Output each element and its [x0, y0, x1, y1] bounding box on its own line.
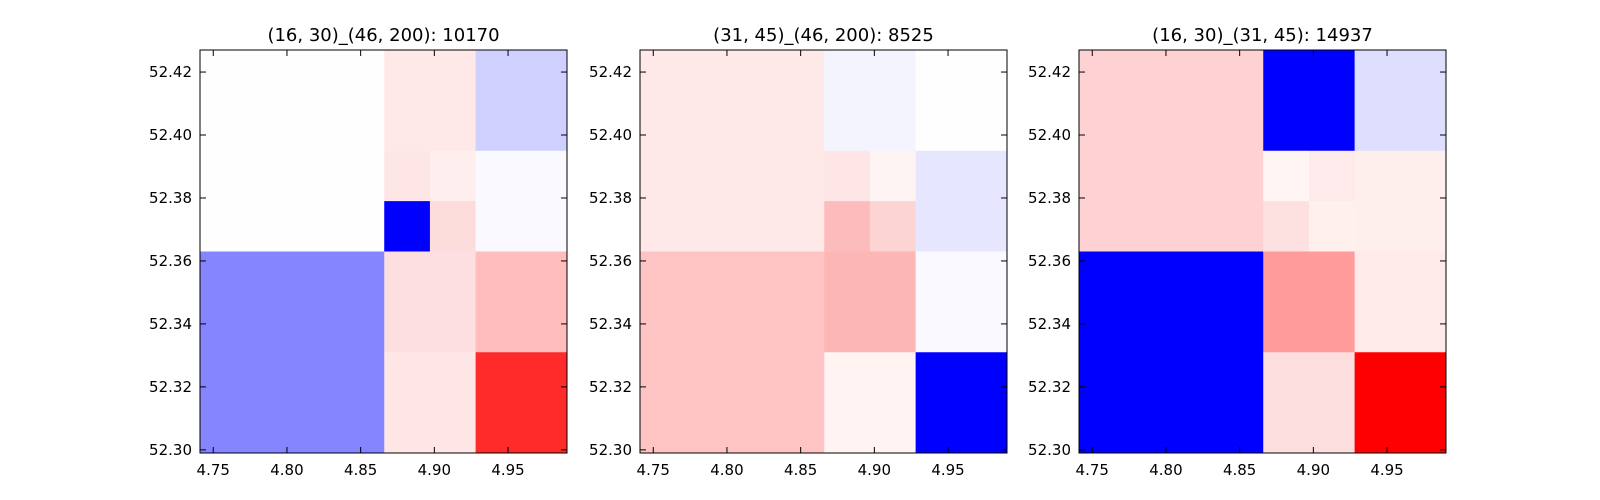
x-tick-label: 4.90	[418, 461, 451, 479]
y-tick-label: 52.36	[589, 252, 632, 270]
heatmap-cell	[824, 50, 917, 152]
x-tick-label: 4.95	[491, 461, 524, 479]
y-tick-label: 52.32	[1028, 378, 1071, 396]
heatmap-cell	[475, 50, 568, 152]
y-tick-label: 52.40	[1028, 126, 1071, 144]
y-tick-label: 52.34	[589, 315, 632, 333]
y-tick-label: 52.42	[589, 63, 632, 81]
plot-frame	[1078, 49, 1447, 454]
heatmap-cell	[1263, 251, 1356, 353]
heatmap-cell	[384, 150, 431, 202]
y-tick-label: 52.30	[149, 441, 192, 459]
chart-title: (31, 45)_(46, 200): 8525	[713, 25, 934, 46]
y-tick-label: 52.42	[149, 63, 192, 81]
heatmap-cell	[475, 352, 568, 454]
heatmap-cell	[475, 251, 568, 353]
heatmap-cell	[1263, 150, 1310, 202]
y-tick-label: 52.40	[589, 126, 632, 144]
heatmap-cell	[824, 251, 917, 353]
y-tick-label: 52.32	[589, 378, 632, 396]
y-tick-label: 52.42	[1028, 63, 1071, 81]
heatmap-cell	[824, 352, 917, 454]
chart-panel-3: 4.75 4.80 4.85 4.90 4.95 52.30 52.32 52.34 52.36…	[1028, 25, 1447, 479]
heatmap-cell	[915, 251, 1008, 353]
heatmap-cell	[1263, 352, 1356, 454]
y-tick-label: 52.30	[589, 441, 632, 459]
heatmap-cell	[915, 150, 1008, 252]
heatmap-cell	[384, 352, 477, 454]
plot-frame	[639, 49, 1008, 454]
x-tick-label: 4.90	[1297, 461, 1330, 479]
heatmap-cell	[1079, 50, 1264, 252]
x-tick-label: 4.90	[858, 461, 891, 479]
y-tick-label: 52.38	[1028, 189, 1071, 207]
heatmap-cell	[915, 352, 1008, 454]
plot-frame	[199, 49, 568, 454]
heatmap-cell	[200, 50, 385, 252]
x-tick-label: 4.80	[1149, 461, 1182, 479]
heatmap-cell	[1079, 251, 1264, 454]
x-tick-label: 4.85	[344, 461, 377, 479]
heatmap-cell	[915, 50, 1008, 152]
x-tick-label: 4.75	[1076, 461, 1109, 479]
y-tick-label: 52.34	[1028, 315, 1071, 333]
x-tick-label: 4.85	[1223, 461, 1256, 479]
heatmap-cell	[200, 251, 385, 454]
x-tick-label: 4.80	[270, 461, 303, 479]
heatmap-cell	[384, 201, 431, 252]
heatmap-cell	[429, 150, 477, 202]
x-tick-label: 4.75	[197, 461, 230, 479]
heatmap-cell	[1308, 150, 1356, 202]
heatmap-cell	[475, 150, 568, 252]
chart-panel-2: 4.75 4.80 4.85 4.90 4.95 52.30 52.32 52.34 52.36…	[589, 25, 1008, 479]
heatmap-cell	[1354, 50, 1447, 152]
y-tick-label: 52.34	[149, 315, 192, 333]
heatmap-cell	[1354, 352, 1447, 454]
y-tick-label: 52.32	[149, 378, 192, 396]
heatmap-cell	[1263, 50, 1356, 152]
heatmap-cell	[384, 50, 477, 152]
heatmap-cell	[1308, 201, 1356, 252]
x-tick-label: 4.95	[931, 461, 964, 479]
y-tick-label: 52.36	[1028, 252, 1071, 270]
heatmap-cell	[429, 201, 477, 252]
x-tick-label: 4.95	[1370, 461, 1403, 479]
x-tick-label: 4.80	[710, 461, 743, 479]
chart-title: (16, 30)_(31, 45): 14937	[1152, 25, 1373, 46]
heatmap-cell	[384, 251, 477, 353]
x-tick-label: 4.85	[784, 461, 817, 479]
heatmap-cell	[1263, 201, 1310, 252]
x-tick-label: 4.75	[637, 461, 670, 479]
y-tick-label: 52.30	[1028, 441, 1071, 459]
y-tick-label: 52.40	[149, 126, 192, 144]
y-tick-label: 52.36	[149, 252, 192, 270]
y-tick-label: 52.38	[149, 189, 192, 207]
y-tick-label: 52.38	[589, 189, 632, 207]
heatmap-cell	[869, 201, 917, 252]
heatmap-cell	[869, 150, 917, 202]
chart-title: (16, 30)_(46, 200): 10170	[267, 25, 499, 46]
heatmap-cell	[824, 201, 871, 252]
heatmap-cell	[640, 50, 825, 252]
heatmap-cell	[640, 251, 825, 454]
heatmap-cell	[1354, 251, 1447, 353]
heatmap-cell	[1354, 150, 1447, 252]
heatmap-cell	[824, 150, 871, 202]
chart-panel-1: 4.75 4.80 4.85 4.90 4.95 52.30 52.32 52.34 52.36…	[149, 25, 568, 479]
